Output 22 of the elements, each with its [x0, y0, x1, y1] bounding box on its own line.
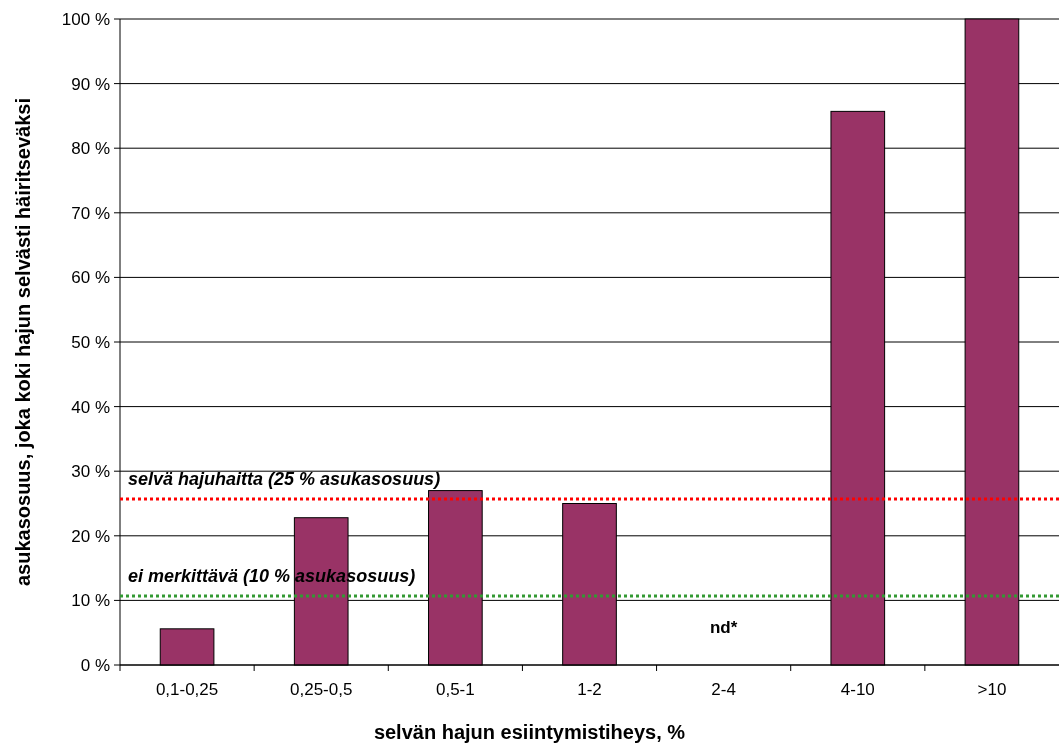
y-tick-label: 100 %: [61, 9, 110, 29]
y-tick-label: 40 %: [71, 397, 110, 417]
y-tick-label: 10 %: [71, 591, 110, 611]
y-tick-label: 30 %: [71, 462, 110, 482]
x-axis-title: selvän hajun esiintymistiheys, %: [373, 721, 686, 743]
annotation: nd*: [709, 617, 738, 637]
y-tick-label: 0 %: [80, 655, 110, 675]
x-tick-label: 4-10: [840, 680, 875, 699]
y-tick-label: 50 %: [71, 332, 110, 352]
x-tick-label: 1-2: [577, 680, 602, 699]
y-tick-label: 90 %: [71, 74, 110, 94]
x-tick-label: >10: [977, 680, 1007, 699]
y-tick-label: 60 %: [71, 268, 110, 288]
y-axis-title: asukasosuus, joka koki hajun selvästi häiritseväksi: [12, 97, 34, 587]
y-tick-label: 70 %: [71, 203, 110, 223]
x-tick-label: 0,1-0,25: [155, 680, 219, 699]
ref-line-label: selvä hajuhaitta (25 % asukasosuus): [128, 468, 441, 489]
x-tick-label: 0,5-1: [435, 680, 475, 699]
x-tick-label: 2-4: [711, 680, 736, 699]
y-tick-label: 20 %: [71, 526, 110, 546]
y-tick-label: 80 %: [71, 139, 110, 159]
x-tick-label: 0,25-0,5: [290, 680, 353, 699]
